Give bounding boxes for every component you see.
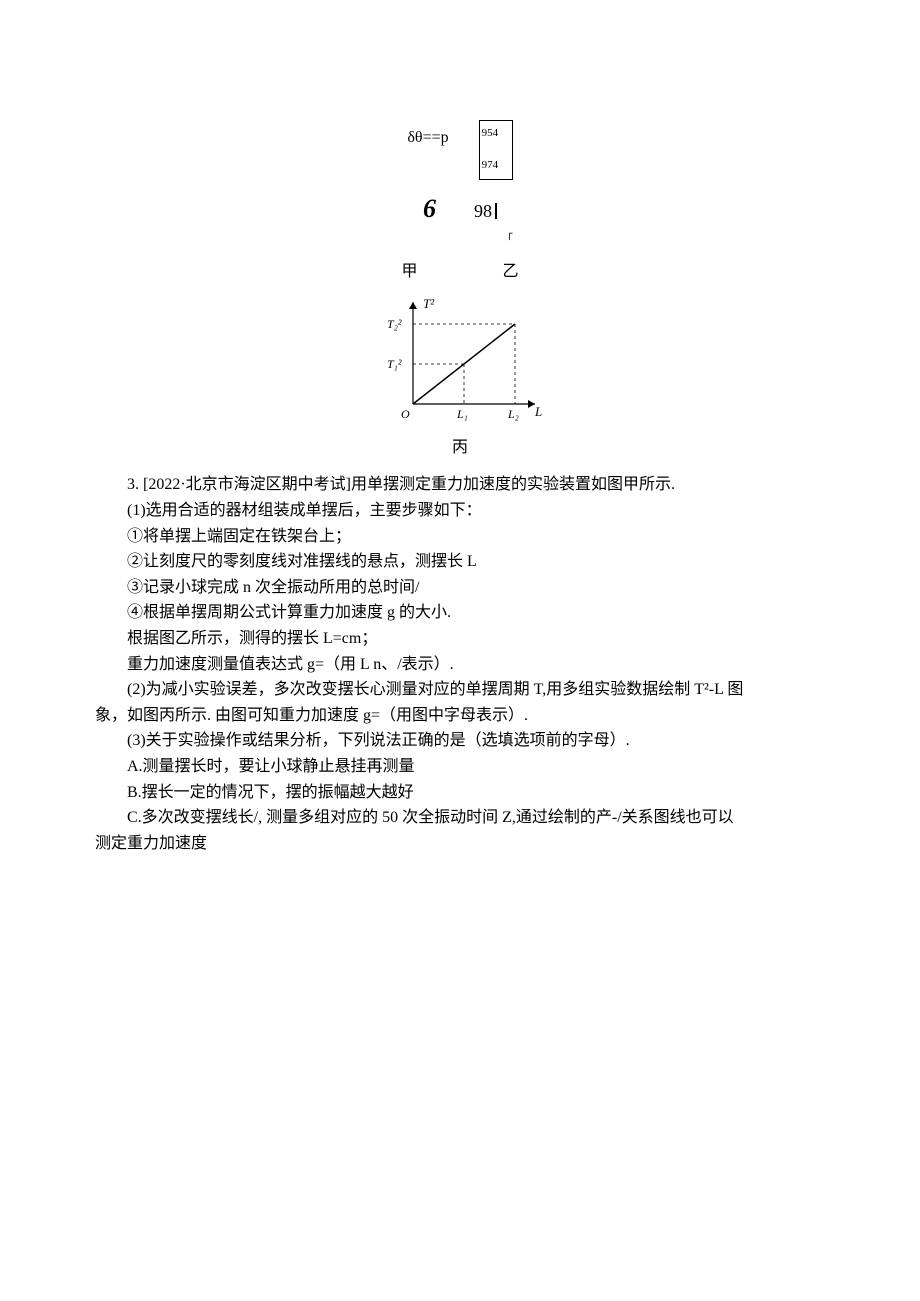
step-4: ④根据单摆周期公式计算重力加速度 g 的大小.	[95, 600, 825, 626]
option-c-line2: 测定重力加速度	[95, 831, 825, 857]
y-tick-upper: T₂²	[387, 317, 402, 331]
y-tick-lower: T₁²	[387, 357, 402, 371]
part-2-line2: 象，如图丙所示. 由图可知重力加速度 g=（用图中字母表示）.	[95, 703, 825, 729]
italic-six: 6	[423, 188, 436, 230]
graph-container: T² T₂² T₁² O L₁ L₂ L 丙	[375, 294, 545, 460]
figure-row-3: 甲 乙	[401, 259, 518, 285]
question-3: 3. [2022·北京市海淀区期中考试]用单摆测定重力加速度的实验装置如图甲所示…	[95, 472, 825, 498]
figure-row-2: 6 98	[423, 188, 497, 230]
label-yi: 乙	[503, 259, 519, 285]
text-body: 3. [2022·北京市海淀区期中考试]用单摆测定重力加速度的实验装置如图甲所示…	[95, 472, 825, 856]
option-b: B.摆长一定的情况下，摆的振幅越大越好	[95, 780, 825, 806]
step-5: 根据图乙所示，测得的摆长 L=cm；	[95, 626, 825, 652]
label-bing: 丙	[375, 435, 545, 461]
y-axis-label: T²	[423, 296, 435, 311]
t2-l-graph: T² T₂² T₁² O L₁ L₂ L	[375, 294, 545, 424]
bracket-mark: 「	[502, 234, 513, 245]
option-c-line1: C.多次改变摆线长/, 测量多组对应的 50 次全振动时间 Z,通过绘制的产-/…	[95, 805, 825, 831]
tick-mark-icon	[495, 203, 497, 219]
page-container: δθ==p 954 974 6 98 「 甲 乙 T²	[0, 0, 920, 916]
part-2-line1: (2)为减小实验误差，多次改变摆长心测量对应的单摆周期 T,用多组实验数据绘制 …	[95, 677, 825, 703]
label-jia: 甲	[401, 259, 417, 285]
step-2: ②让刻度尺的零刻度线对准摆线的悬点，测摆长 L	[95, 549, 825, 575]
x-axis-label: L	[534, 404, 542, 419]
figure-area: δθ==p 954 974 6 98 「 甲 乙 T²	[95, 120, 825, 460]
tick-98-value: 98	[474, 197, 492, 226]
part-1: (1)选用合适的器材组装成单摆后，主要步骤如下：	[95, 498, 825, 524]
option-a: A.测量摆长时，要让小球静止悬挂再测量	[95, 754, 825, 780]
x-tick-1: L₁	[456, 407, 468, 421]
step-3: ③记录小球完成 n 次全振动所用的总时间/	[95, 575, 825, 601]
origin-label: O	[401, 407, 410, 421]
tick-98: 98	[474, 197, 497, 226]
part-3: (3)关于实验操作或结果分析，下列说法正确的是（选填选项前的字母）.	[95, 728, 825, 754]
x-tick-2: L₂	[507, 407, 519, 421]
step-1: ①将单摆上端固定在铁架台上；	[95, 524, 825, 550]
ruler-bottom-value: 974	[482, 157, 510, 175]
pendulum-equation: δθ==p	[407, 120, 448, 151]
step-6: 重力加速度测量值表达式 g=（用 L n、/表示）.	[95, 652, 825, 678]
figure-row-1: δθ==p 954 974	[407, 120, 512, 180]
ruler-top-value: 954	[482, 125, 510, 143]
ruler-box: 954 974	[479, 120, 513, 180]
